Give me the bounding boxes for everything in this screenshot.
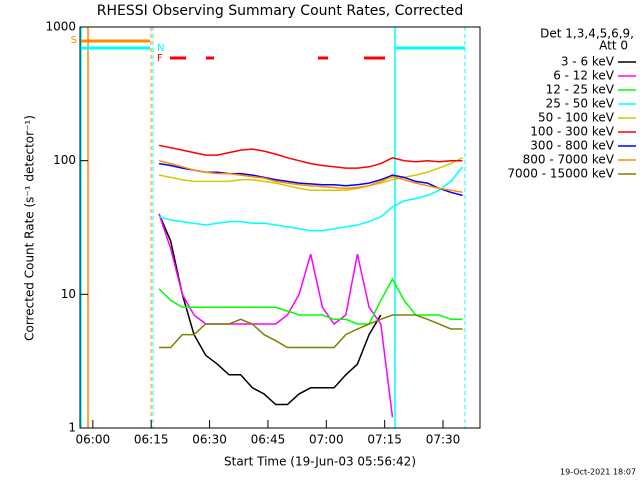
series-line	[158, 277, 463, 325]
y-tick-label: 100	[53, 153, 76, 167]
y-tick-label: 1000	[45, 20, 76, 34]
x-tick-label: 06:30	[192, 433, 227, 447]
x-tick-label: 06:00	[76, 433, 111, 447]
flag-label: S	[71, 35, 77, 46]
plot-frame	[79, 26, 481, 429]
legend-label: 7000 - 15000 keV	[507, 167, 614, 181]
series-line	[158, 213, 394, 418]
chart-title: RHESSI Observing Summary Count Rates, Co…	[97, 3, 463, 19]
series-line	[158, 166, 464, 232]
series-line	[158, 157, 463, 192]
legend-label: 25 - 50 keV	[546, 97, 615, 111]
x-tick-label: 07:00	[309, 433, 344, 447]
series-line	[158, 144, 463, 169]
x-tick-label: 07:30	[426, 433, 461, 447]
legend-label: 50 - 100 keV	[538, 111, 615, 125]
y-tick-label: 10	[61, 287, 76, 301]
timestamp: 19-Oct-2021 18:07	[560, 468, 636, 477]
legend-label: 300 - 800 keV	[530, 139, 614, 153]
flag-label: N	[157, 43, 164, 54]
flag-label: F	[157, 53, 163, 64]
series-line	[158, 213, 382, 406]
legend-header: Det 1,3,4,5,6,9,	[540, 27, 634, 41]
x-tick-label: 07:15	[367, 433, 402, 447]
legend-label: 800 - 7000 keV	[523, 153, 615, 167]
y-axis-label: Corrected Count Rate (s⁻¹ detector⁻¹)	[23, 115, 37, 341]
legend-label: 6 - 12 keV	[553, 69, 615, 83]
legend-label: 3 - 6 keV	[561, 55, 615, 69]
y-tick-label: 1	[68, 421, 76, 435]
x-axis-label: Start Time (19-Jun-03 05:56:42)	[224, 455, 416, 469]
series-line	[159, 314, 463, 349]
legend-label: 100 - 300 keV	[530, 125, 614, 139]
x-tick-label: 06:45	[251, 433, 286, 447]
series-line	[158, 159, 463, 194]
legend-header: Att 0	[599, 39, 628, 53]
x-tick-label: 06:15	[134, 433, 169, 447]
legend-label: 12 - 25 keV	[546, 83, 615, 97]
